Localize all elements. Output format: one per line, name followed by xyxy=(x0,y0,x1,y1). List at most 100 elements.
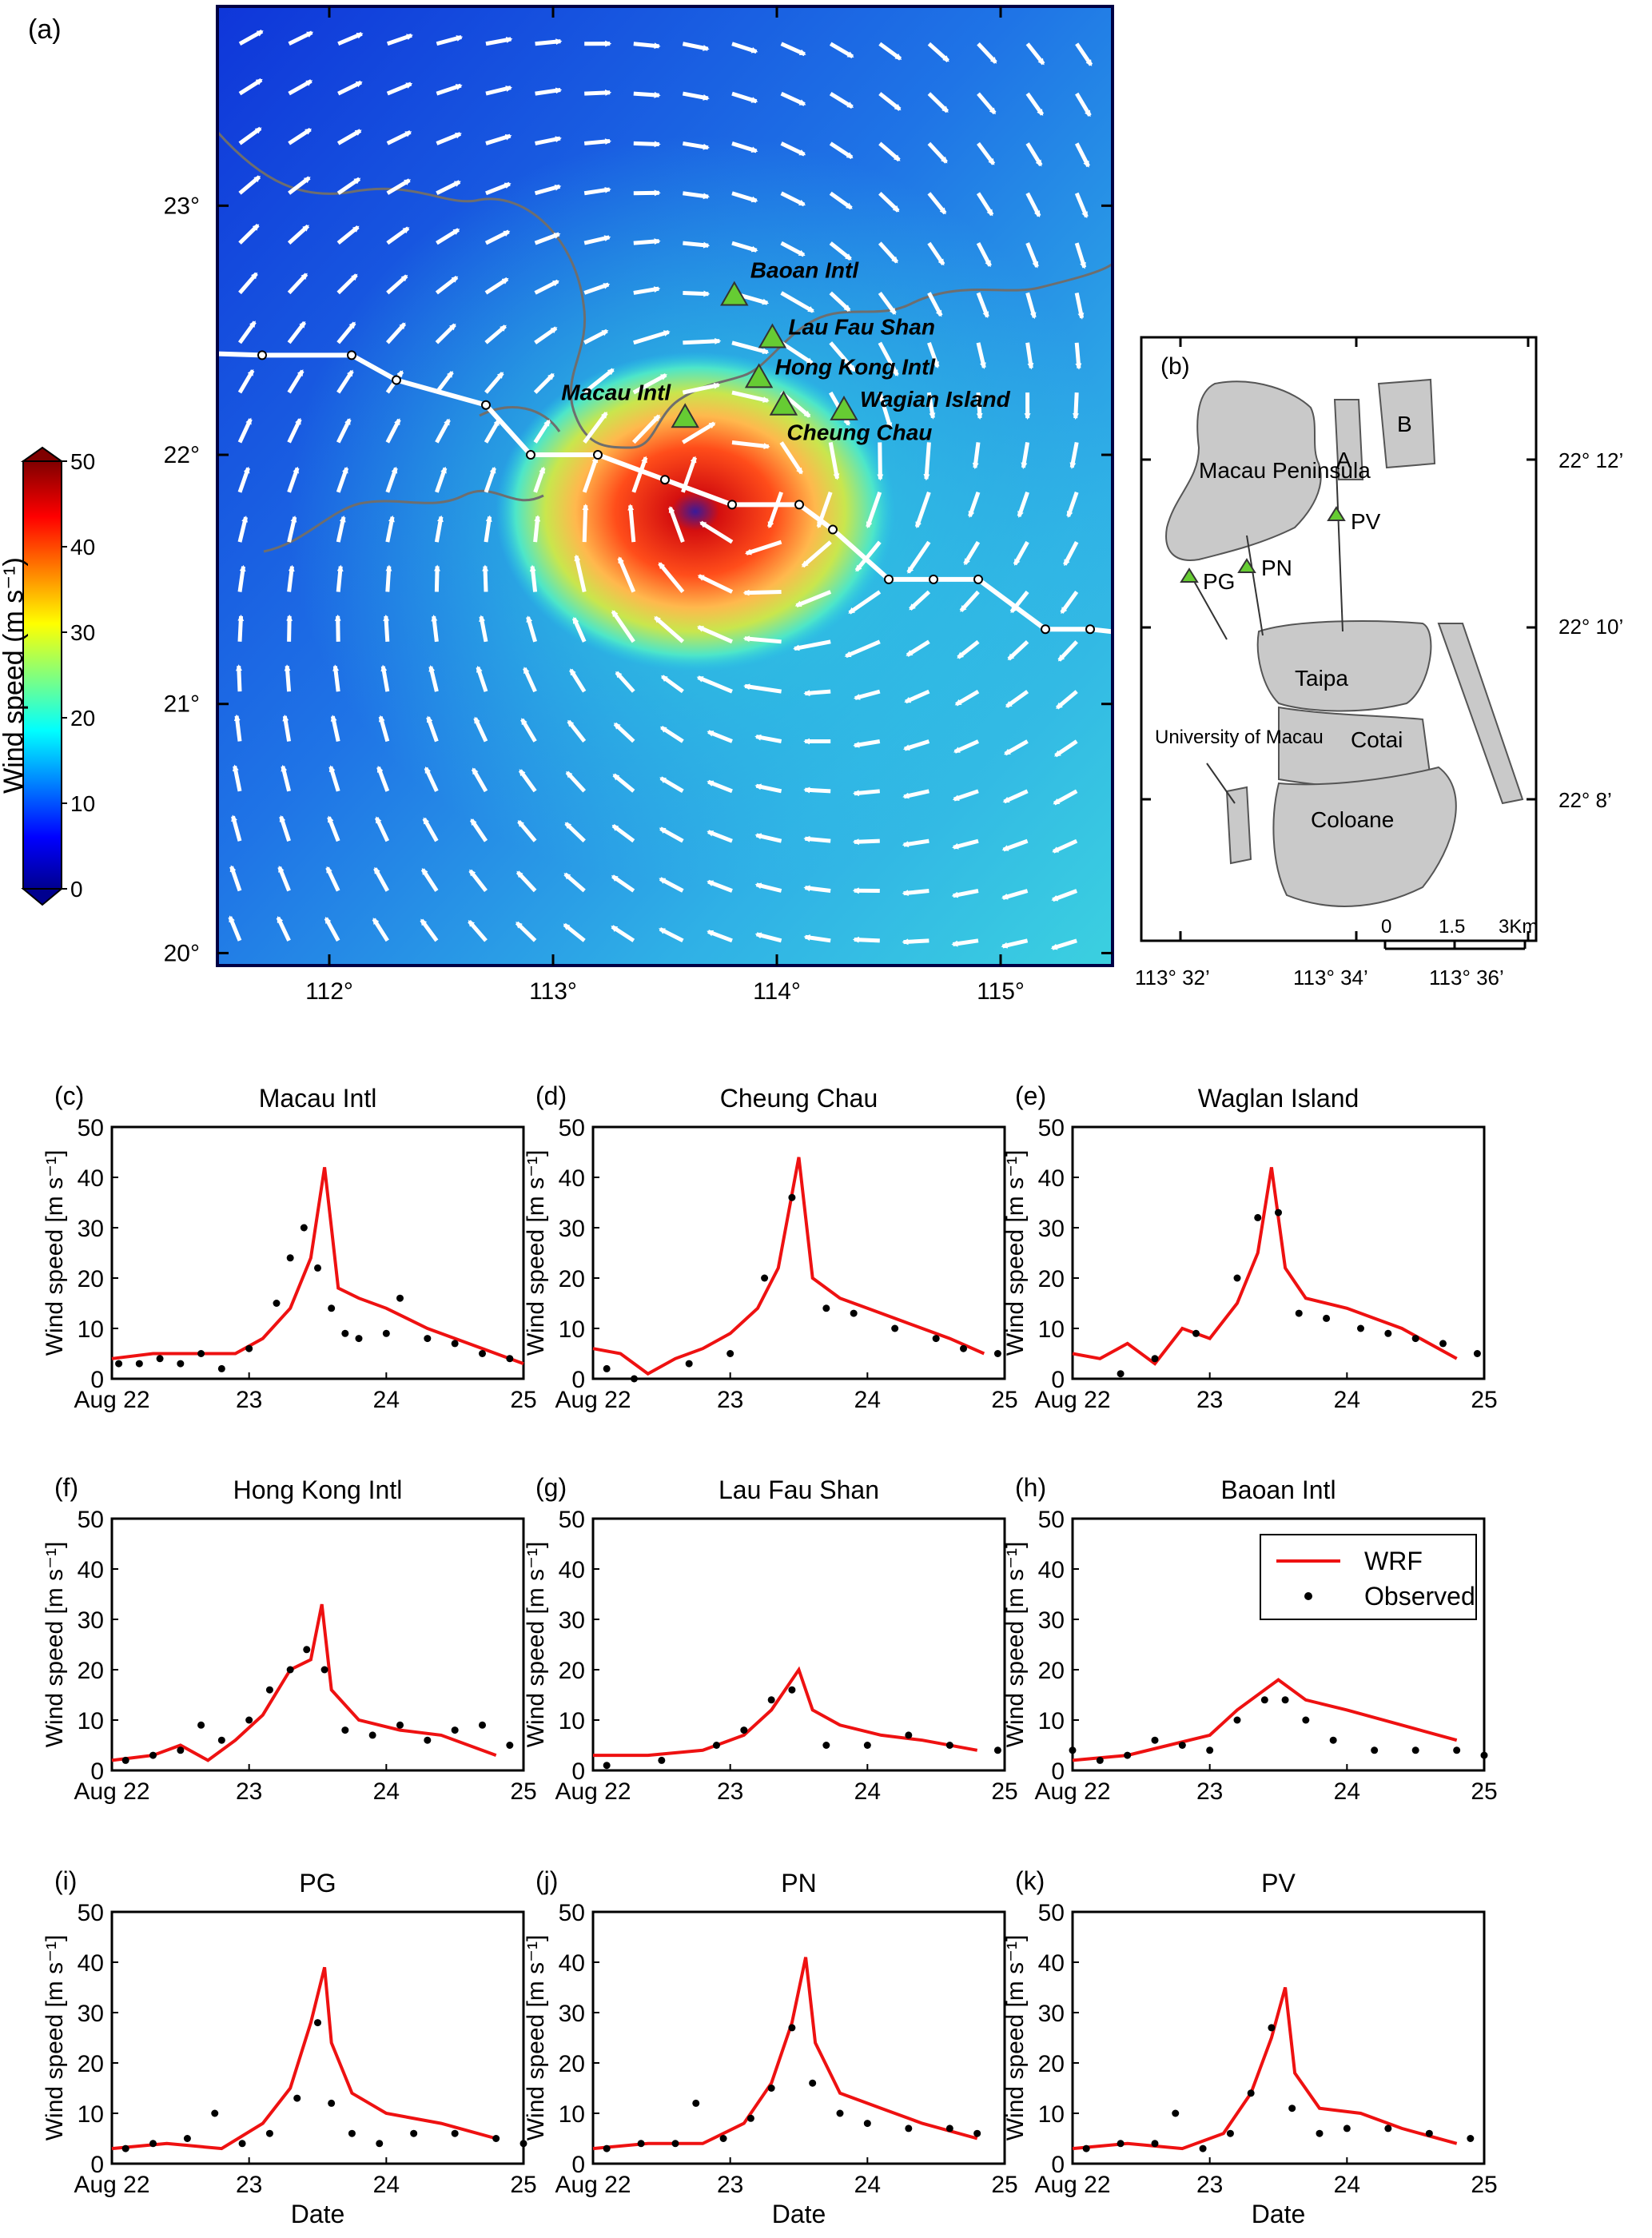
wind-arrow xyxy=(287,273,309,295)
wind-arrow xyxy=(288,79,313,96)
plot-frame xyxy=(1071,1517,1486,1772)
wind-arrow xyxy=(485,37,513,46)
observed-point xyxy=(1226,2129,1234,2137)
wind-arrow xyxy=(237,417,253,444)
y-tick-label: 40 xyxy=(559,1165,585,1192)
wind-arrow xyxy=(632,373,668,395)
wind-arrow xyxy=(780,91,806,106)
observed-point xyxy=(1467,2135,1475,2142)
observed-point xyxy=(149,1751,157,1759)
wind-arrow xyxy=(633,238,661,245)
wind-arrow xyxy=(336,466,349,493)
y-tick-label: 20 xyxy=(559,1266,585,1292)
x-tick-label: 24 xyxy=(373,1778,400,1805)
wind-arrow xyxy=(829,91,854,110)
wind-arrow xyxy=(794,590,832,607)
wind-arrow xyxy=(902,838,929,848)
panel-e: (e) Waglan Island 0 10 20 30 40 50 Aug 22 23 24 25 W… xyxy=(1002,1081,1498,1413)
wind-arrow xyxy=(1056,690,1078,710)
wind-arrow xyxy=(282,714,292,742)
wind-arrow xyxy=(878,341,899,377)
observed-point xyxy=(1384,1329,1392,1337)
observed-point xyxy=(300,1224,308,1232)
y-tick-label: 20 xyxy=(1038,1658,1065,1684)
panel-d: (d) Cheung Chau 0 10 20 30 40 50 Aug 22 23 24 25 Win… xyxy=(523,1081,1018,1413)
islands xyxy=(1165,378,1524,907)
lon-label-32: 113° 32’ xyxy=(1135,966,1210,990)
colorbar-top-cap xyxy=(20,446,65,462)
lat-tick-label: 22° xyxy=(164,442,200,468)
bridges xyxy=(1190,467,1343,804)
wrf-series-line xyxy=(1072,1678,1458,1762)
wind-arrow xyxy=(780,191,806,207)
observed-point xyxy=(850,1309,858,1317)
observed-point xyxy=(135,1360,143,1368)
observed-point xyxy=(149,2140,157,2148)
y-axis-label: Wind speed [m s⁻¹] xyxy=(42,1542,68,1748)
x-tick-label: 23 xyxy=(1196,1778,1223,1805)
wind-arrow xyxy=(385,515,395,543)
observed-point xyxy=(303,1646,311,1654)
wind-arrow xyxy=(378,715,390,743)
wind-arrow xyxy=(1025,292,1037,320)
wind-arrow xyxy=(659,725,684,743)
station-marker xyxy=(830,395,858,420)
wind-arrow xyxy=(658,562,685,594)
wind-arrow xyxy=(386,274,408,295)
wind-arrow xyxy=(228,915,242,942)
x-tick-label: 25 xyxy=(991,1778,1017,1805)
observed-point xyxy=(726,1350,734,1357)
y-tick-label: 20 xyxy=(78,1658,104,1684)
wind-arrow xyxy=(754,734,782,743)
wind-arrow xyxy=(612,773,635,793)
wind-arrow xyxy=(484,419,501,444)
observed-point xyxy=(740,1726,748,1734)
wind-arrow xyxy=(436,83,463,96)
wind-arrow xyxy=(238,126,262,145)
y-tick-label: 20 xyxy=(1038,2051,1065,2077)
wind-arrow xyxy=(1001,838,1029,852)
observed-point xyxy=(273,1300,281,1307)
wind-arrow xyxy=(682,42,710,51)
observed-point xyxy=(1172,2109,1180,2117)
wind-arrow xyxy=(385,322,407,344)
wind-arrow xyxy=(237,368,255,394)
track-point xyxy=(526,450,535,460)
wind-arrow xyxy=(1053,789,1078,806)
wind-arrow xyxy=(968,491,981,518)
colorbar-tick-label: 10 xyxy=(70,791,95,816)
wind-arrow xyxy=(633,329,671,345)
plot-frame xyxy=(591,1125,1006,1380)
observed-point xyxy=(603,1762,611,1770)
wind-arrow xyxy=(336,515,346,543)
panel-title: PN xyxy=(781,1869,816,1898)
observed-point xyxy=(945,2125,953,2132)
observed-point xyxy=(761,1274,769,1282)
colorbar-label: Wind speed (m s⁻¹) xyxy=(0,557,29,794)
panel-title: PV xyxy=(1261,1869,1296,1898)
x-tick-label: 25 xyxy=(510,2172,536,2198)
observed-point xyxy=(1151,1736,1159,1744)
wind-arrow xyxy=(731,440,770,450)
wind-arrow xyxy=(1001,938,1029,949)
x-tick-label: 23 xyxy=(717,1778,743,1805)
observed-point xyxy=(1233,1274,1241,1282)
wind-arrow xyxy=(954,689,980,707)
y-tick-label: 20 xyxy=(559,2051,585,2077)
wind-arrow xyxy=(976,292,989,319)
x-tick-label: 23 xyxy=(236,1387,262,1413)
wind-arrow xyxy=(829,241,852,261)
wind-arrow xyxy=(563,872,586,893)
wind-arrow xyxy=(336,273,358,295)
observed-point xyxy=(314,2019,321,2027)
wind-arrow xyxy=(233,714,242,742)
wind-arrow xyxy=(767,491,783,529)
wind-arrow xyxy=(482,564,489,592)
label-cotai: Cotai xyxy=(1351,727,1403,752)
wind-arrow xyxy=(337,80,363,96)
wind-arrow xyxy=(878,291,897,315)
colorbar-tick-label: 40 xyxy=(70,535,95,560)
lat-label-10: 22° 10’ xyxy=(1558,615,1623,639)
wind-arrow xyxy=(422,817,439,842)
wind-arrow xyxy=(565,771,587,793)
